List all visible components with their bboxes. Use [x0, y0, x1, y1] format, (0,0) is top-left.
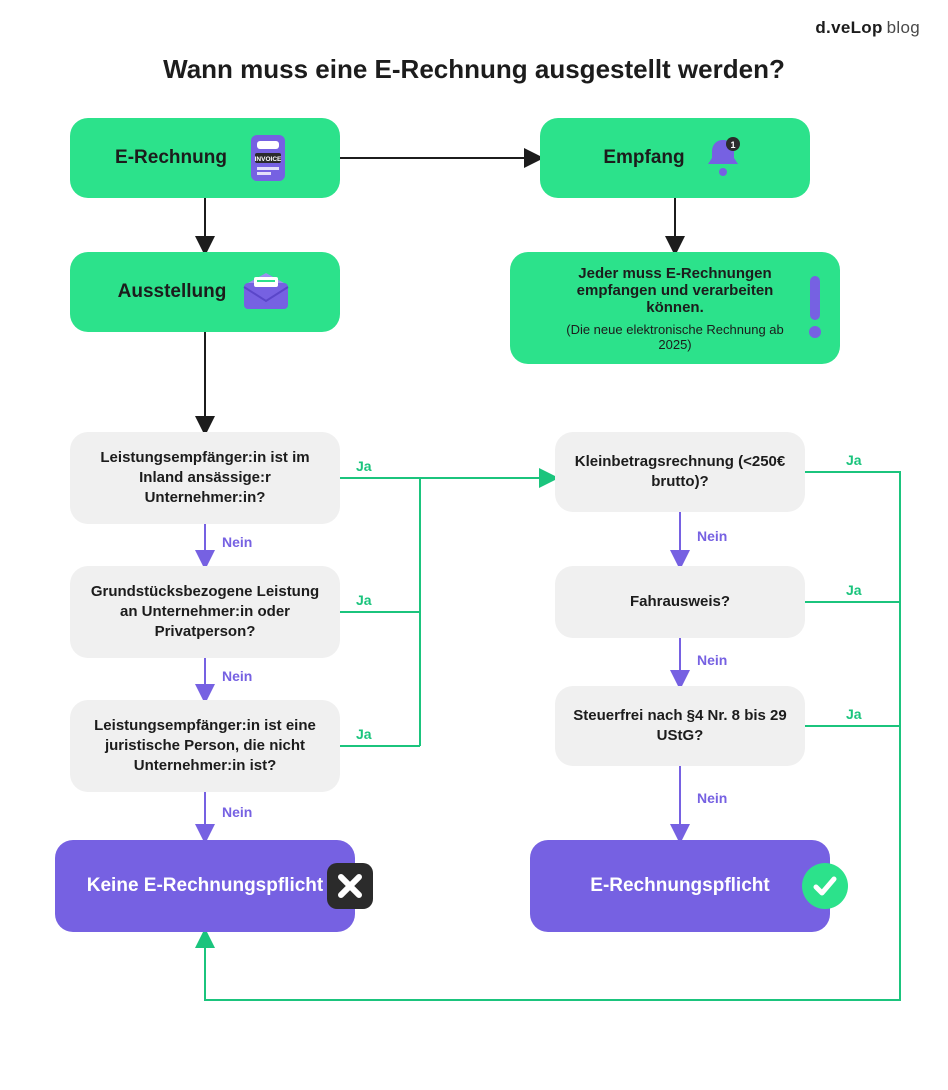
edge-label: Nein: [697, 652, 727, 668]
node-no_pflicht: Keine E-Rechnungspflicht: [55, 840, 355, 932]
node-label: E-Rechnungspflicht: [590, 875, 769, 897]
node-sublabel: (Die neue elektronische Rechnung ab 2025…: [555, 322, 795, 352]
edge-label: Nein: [697, 528, 727, 544]
edge-label: Ja: [356, 458, 372, 474]
brand-light: blog: [887, 18, 920, 37]
node-q2: Grundstücksbezogene Leistung an Unterneh…: [70, 566, 340, 658]
node-label: Keine E-Rechnungspflicht: [87, 875, 323, 897]
brand-logo: d.veLop blog: [815, 18, 920, 38]
node-label: Jeder muss E-Rechnungen empfangen und ve…: [555, 265, 795, 352]
edge-label: Ja: [356, 726, 372, 742]
x-icon: [327, 863, 373, 909]
bell-icon: 1: [699, 134, 747, 182]
node-label: E-Rechnung: [115, 147, 227, 169]
node-label: Grundstücksbezogene Leistung an Unterneh…: [88, 582, 322, 643]
svg-text:1: 1: [730, 140, 735, 150]
node-q3: Leistungsempfänger:in ist eine juristisc…: [70, 700, 340, 792]
page-title: Wann muss eine E-Rechnung ausgestellt we…: [0, 54, 948, 85]
node-pflicht: E-Rechnungspflicht: [530, 840, 830, 932]
node-label: Leistungsempfänger:in ist eine juristisc…: [88, 716, 322, 777]
node-ausstellung: Ausstellung: [70, 252, 340, 332]
envelope-icon: [240, 271, 292, 313]
exclaim-icon: [804, 272, 826, 347]
node-label: Fahrausweis?: [630, 592, 730, 612]
svg-text:INVOICE: INVOICE: [255, 156, 282, 163]
brand-bold: d.veLop: [815, 18, 882, 37]
node-label: Leistungsempfänger:in ist im Inland ansä…: [88, 448, 322, 509]
node-label: Empfang: [603, 147, 684, 169]
node-label: Steuerfrei nach §4 Nr. 8 bis 29 UStG?: [573, 706, 787, 747]
edge-label: Ja: [356, 592, 372, 608]
edge-label: Nein: [222, 668, 252, 684]
edge-label: Ja: [846, 706, 862, 722]
node-r3: Steuerfrei nach §4 Nr. 8 bis 29 UStG?: [555, 686, 805, 766]
node-empfang: Empfang 1: [540, 118, 810, 198]
edge-label: Nein: [222, 804, 252, 820]
node-empfang_note: Jeder muss E-Rechnungen empfangen und ve…: [510, 252, 840, 364]
node-label: Ausstellung: [118, 281, 227, 303]
node-r2: Fahrausweis?: [555, 566, 805, 638]
invoice-icon: INVOICE: [241, 131, 295, 185]
node-r1: Kleinbetragsrechnung (<250€ brutto)?: [555, 432, 805, 512]
node-q1: Leistungsempfänger:in ist im Inland ansä…: [70, 432, 340, 524]
edge-label: Ja: [846, 452, 862, 468]
check-icon: [802, 863, 848, 909]
edge-label: Nein: [222, 534, 252, 550]
node-erechnung: E-Rechnung INVOICE: [70, 118, 340, 198]
node-label: Kleinbetragsrechnung (<250€ brutto)?: [573, 452, 787, 493]
edge-label: Ja: [846, 582, 862, 598]
edge-label: Nein: [697, 790, 727, 806]
